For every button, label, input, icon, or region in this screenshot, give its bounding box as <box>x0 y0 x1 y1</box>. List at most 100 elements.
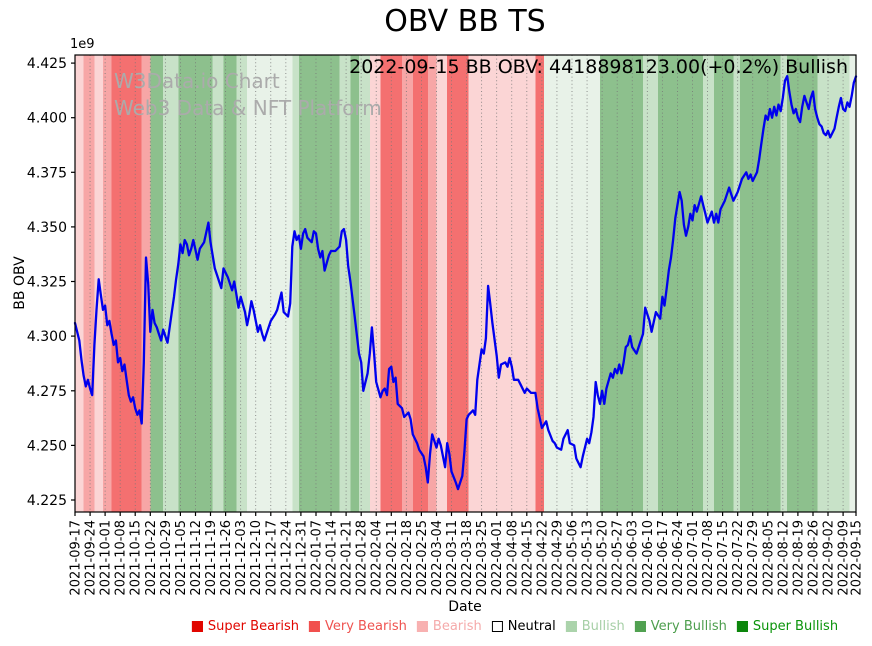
legend-swatch-neutral <box>491 621 503 632</box>
legend-swatch-very-bearish <box>309 621 321 632</box>
x-tick-label: 2021-09-17 <box>69 520 84 596</box>
y-tick-label: 4.350 <box>27 220 67 236</box>
x-tick-label: 2022-09-09 <box>837 520 852 596</box>
legend-item-super-bearish: Super Bearish <box>191 619 299 634</box>
signal-band <box>359 55 371 512</box>
legend-item-bullish: Bullish <box>565 619 625 634</box>
x-tick-label: 2022-01-28 <box>355 520 370 596</box>
legend-item-very-bullish: Very Bullish <box>634 619 727 634</box>
x-tick-label: 2022-04-01 <box>490 520 505 596</box>
signal-band <box>236 55 248 512</box>
x-tick-label: 2022-03-11 <box>445 520 460 596</box>
x-tick-label: 2022-06-24 <box>671 520 686 596</box>
x-tick-label: 2022-03-18 <box>460 520 475 596</box>
signal-band <box>599 55 644 512</box>
y-axis-label: BB OBV <box>12 256 28 310</box>
x-tick-label: 2021-11-12 <box>189 520 204 596</box>
x-tick-label: 2022-07-01 <box>686 520 701 596</box>
x-tick-label: 2022-08-05 <box>761 520 776 596</box>
x-tick-label: 2022-04-22 <box>535 520 550 596</box>
y-tick-label: 4.300 <box>27 329 67 345</box>
legend-label-neutral: Neutral <box>507 619 556 634</box>
signal-band <box>849 55 857 512</box>
signal-band <box>247 55 293 512</box>
watermark-line-1: W3Data.io Chart <box>114 69 280 93</box>
legend-swatch-bearish <box>416 621 428 632</box>
obv-line <box>73 75 858 491</box>
watermark: W3Data.io Chart Web3 Data & NFT Platform <box>114 68 382 122</box>
signal-band <box>436 55 448 512</box>
x-tick-label: 2022-06-10 <box>641 520 656 596</box>
x-tick-label: 2022-08-19 <box>791 520 806 596</box>
plot-border <box>74 54 857 513</box>
x-tick-label: 2021-12-24 <box>279 520 294 596</box>
x-tick-label: 2022-02-11 <box>385 520 400 596</box>
x-tick-label: 2022-03-04 <box>430 520 445 596</box>
signal-band <box>339 55 351 512</box>
signal-band <box>658 55 704 512</box>
x-axis-label: Date <box>448 599 482 615</box>
legend-label-bearish: Bearish <box>432 619 482 634</box>
x-tick-label: 2022-07-29 <box>746 520 761 596</box>
y-tick-label: 4.325 <box>27 275 67 291</box>
signal-band <box>163 55 179 512</box>
x-tick-label: 2022-09-02 <box>822 520 837 596</box>
legend-swatch-bullish <box>565 621 577 632</box>
x-tick-label: 2022-05-20 <box>596 520 611 596</box>
signal-band <box>102 55 113 512</box>
y-tick-label: 4.275 <box>27 384 67 400</box>
x-tick-label: 2021-10-22 <box>144 520 159 596</box>
x-tick-label: 2021-12-17 <box>264 520 279 596</box>
x-tick-label: 2022-08-12 <box>776 520 791 596</box>
signal-band <box>780 55 788 512</box>
legend-item-super-bullish: Super Bullish <box>736 619 838 634</box>
legend: Super Bearish Very Bearish Bearish Neutral B… <box>191 619 838 634</box>
signal-band <box>111 55 143 512</box>
x-tick-label: 2022-04-15 <box>520 520 535 596</box>
x-tick-label: 2022-07-22 <box>731 520 746 596</box>
y-tick-label: 4.250 <box>27 438 67 454</box>
x-tick-label: 2022-01-21 <box>340 520 355 596</box>
x-tick-label: 2021-10-01 <box>99 520 114 596</box>
legend-item-very-bearish: Very Bearish <box>309 619 407 634</box>
x-tick-label: 2022-04-08 <box>505 520 520 596</box>
signal-band <box>733 55 741 512</box>
signal-band <box>83 55 95 512</box>
x-tick-label: 2021-11-19 <box>204 520 219 596</box>
signal-band <box>412 55 429 512</box>
x-tick-label: 2021-12-31 <box>294 520 309 596</box>
signal-band <box>643 55 659 512</box>
legend-label-very-bullish: Very Bullish <box>650 619 727 634</box>
signal-band <box>817 55 851 512</box>
legend-swatch-very-bullish <box>634 621 646 632</box>
x-tick-label: 2022-05-13 <box>581 520 596 596</box>
legend-item-bearish: Bearish <box>416 619 482 634</box>
x-tick-label: 2021-10-15 <box>129 520 144 596</box>
signal-band <box>447 55 470 512</box>
last-value-annotation: 2022-09-15 BB OBV: 4418898123.00(+0.2%) … <box>349 56 848 78</box>
x-tick-label: 2022-09-15 <box>850 520 865 596</box>
signal-band <box>298 55 341 512</box>
x-tick-label: 2021-11-05 <box>174 520 189 596</box>
signal-band <box>75 55 85 512</box>
x-tick-label: 2022-05-27 <box>611 520 626 596</box>
x-tick-label: 2022-02-18 <box>400 520 415 596</box>
x-tick-label: 2022-01-07 <box>310 520 325 596</box>
y-tick-label: 4.375 <box>27 165 67 181</box>
x-tick-label: 2021-10-08 <box>114 520 129 596</box>
x-tick-label: 2022-06-03 <box>626 520 641 596</box>
signal-band <box>402 55 414 512</box>
x-tick-label: 2022-08-26 <box>807 520 822 596</box>
y-tick-label: 4.425 <box>27 56 67 72</box>
signal-band <box>739 55 782 512</box>
x-tick-label: 2021-12-10 <box>249 520 264 596</box>
signal-band <box>292 55 300 512</box>
signal-band <box>350 55 360 512</box>
x-tick-label: 2022-03-25 <box>475 520 490 596</box>
y-tick-label: 4.400 <box>27 111 67 127</box>
legend-item-neutral: Neutral <box>491 619 556 634</box>
signal-band <box>427 55 438 512</box>
x-tick-label: 2021-10-29 <box>159 520 174 596</box>
